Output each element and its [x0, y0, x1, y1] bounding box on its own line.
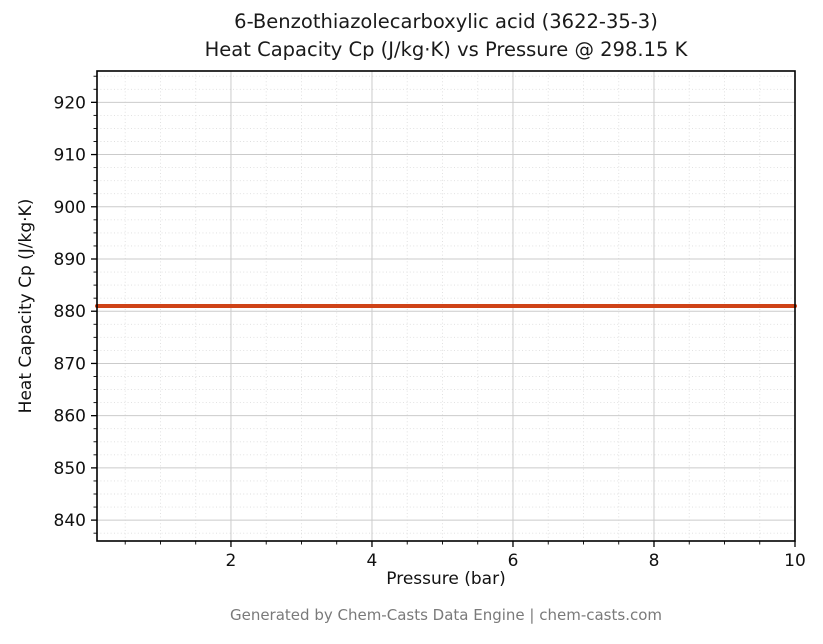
y-tick-labels: 840 850 860 870 880 890 900 910 920 [54, 93, 86, 531]
axis-ticks [91, 75, 796, 547]
y-axis-label: Heat Capacity Cp (J/kg·K) [16, 198, 36, 414]
svg-text:860: 860 [54, 407, 86, 427]
chart-title-line1: 6-Benzothiazolecarboxylic acid (3622-35-… [234, 10, 658, 33]
svg-text:840: 840 [54, 511, 86, 531]
svg-text:880: 880 [54, 302, 86, 322]
svg-text:910: 910 [54, 146, 86, 166]
svg-text:2: 2 [226, 551, 237, 571]
svg-text:900: 900 [54, 198, 86, 218]
x-axis-label: Pressure (bar) [386, 569, 506, 589]
svg-text:6: 6 [508, 551, 519, 571]
chart-title: 6-Benzothiazolecarboxylic acid (3622-35-… [97, 8, 795, 64]
svg-text:850: 850 [54, 459, 86, 479]
svg-text:4: 4 [367, 551, 378, 571]
x-tick-labels: 2 4 6 8 10 [226, 551, 806, 571]
axes-border [96, 70, 796, 542]
svg-text:10: 10 [784, 551, 806, 571]
svg-text:8: 8 [649, 551, 660, 571]
svg-text:870: 870 [54, 354, 86, 374]
footer-attribution: Generated by Chem-Casts Data Engine | ch… [229, 606, 663, 624]
svg-text:920: 920 [54, 93, 86, 113]
svg-text:890: 890 [54, 250, 86, 270]
chart-title-line2: Heat Capacity Cp (J/kg·K) vs Pressure @ … [204, 38, 688, 61]
